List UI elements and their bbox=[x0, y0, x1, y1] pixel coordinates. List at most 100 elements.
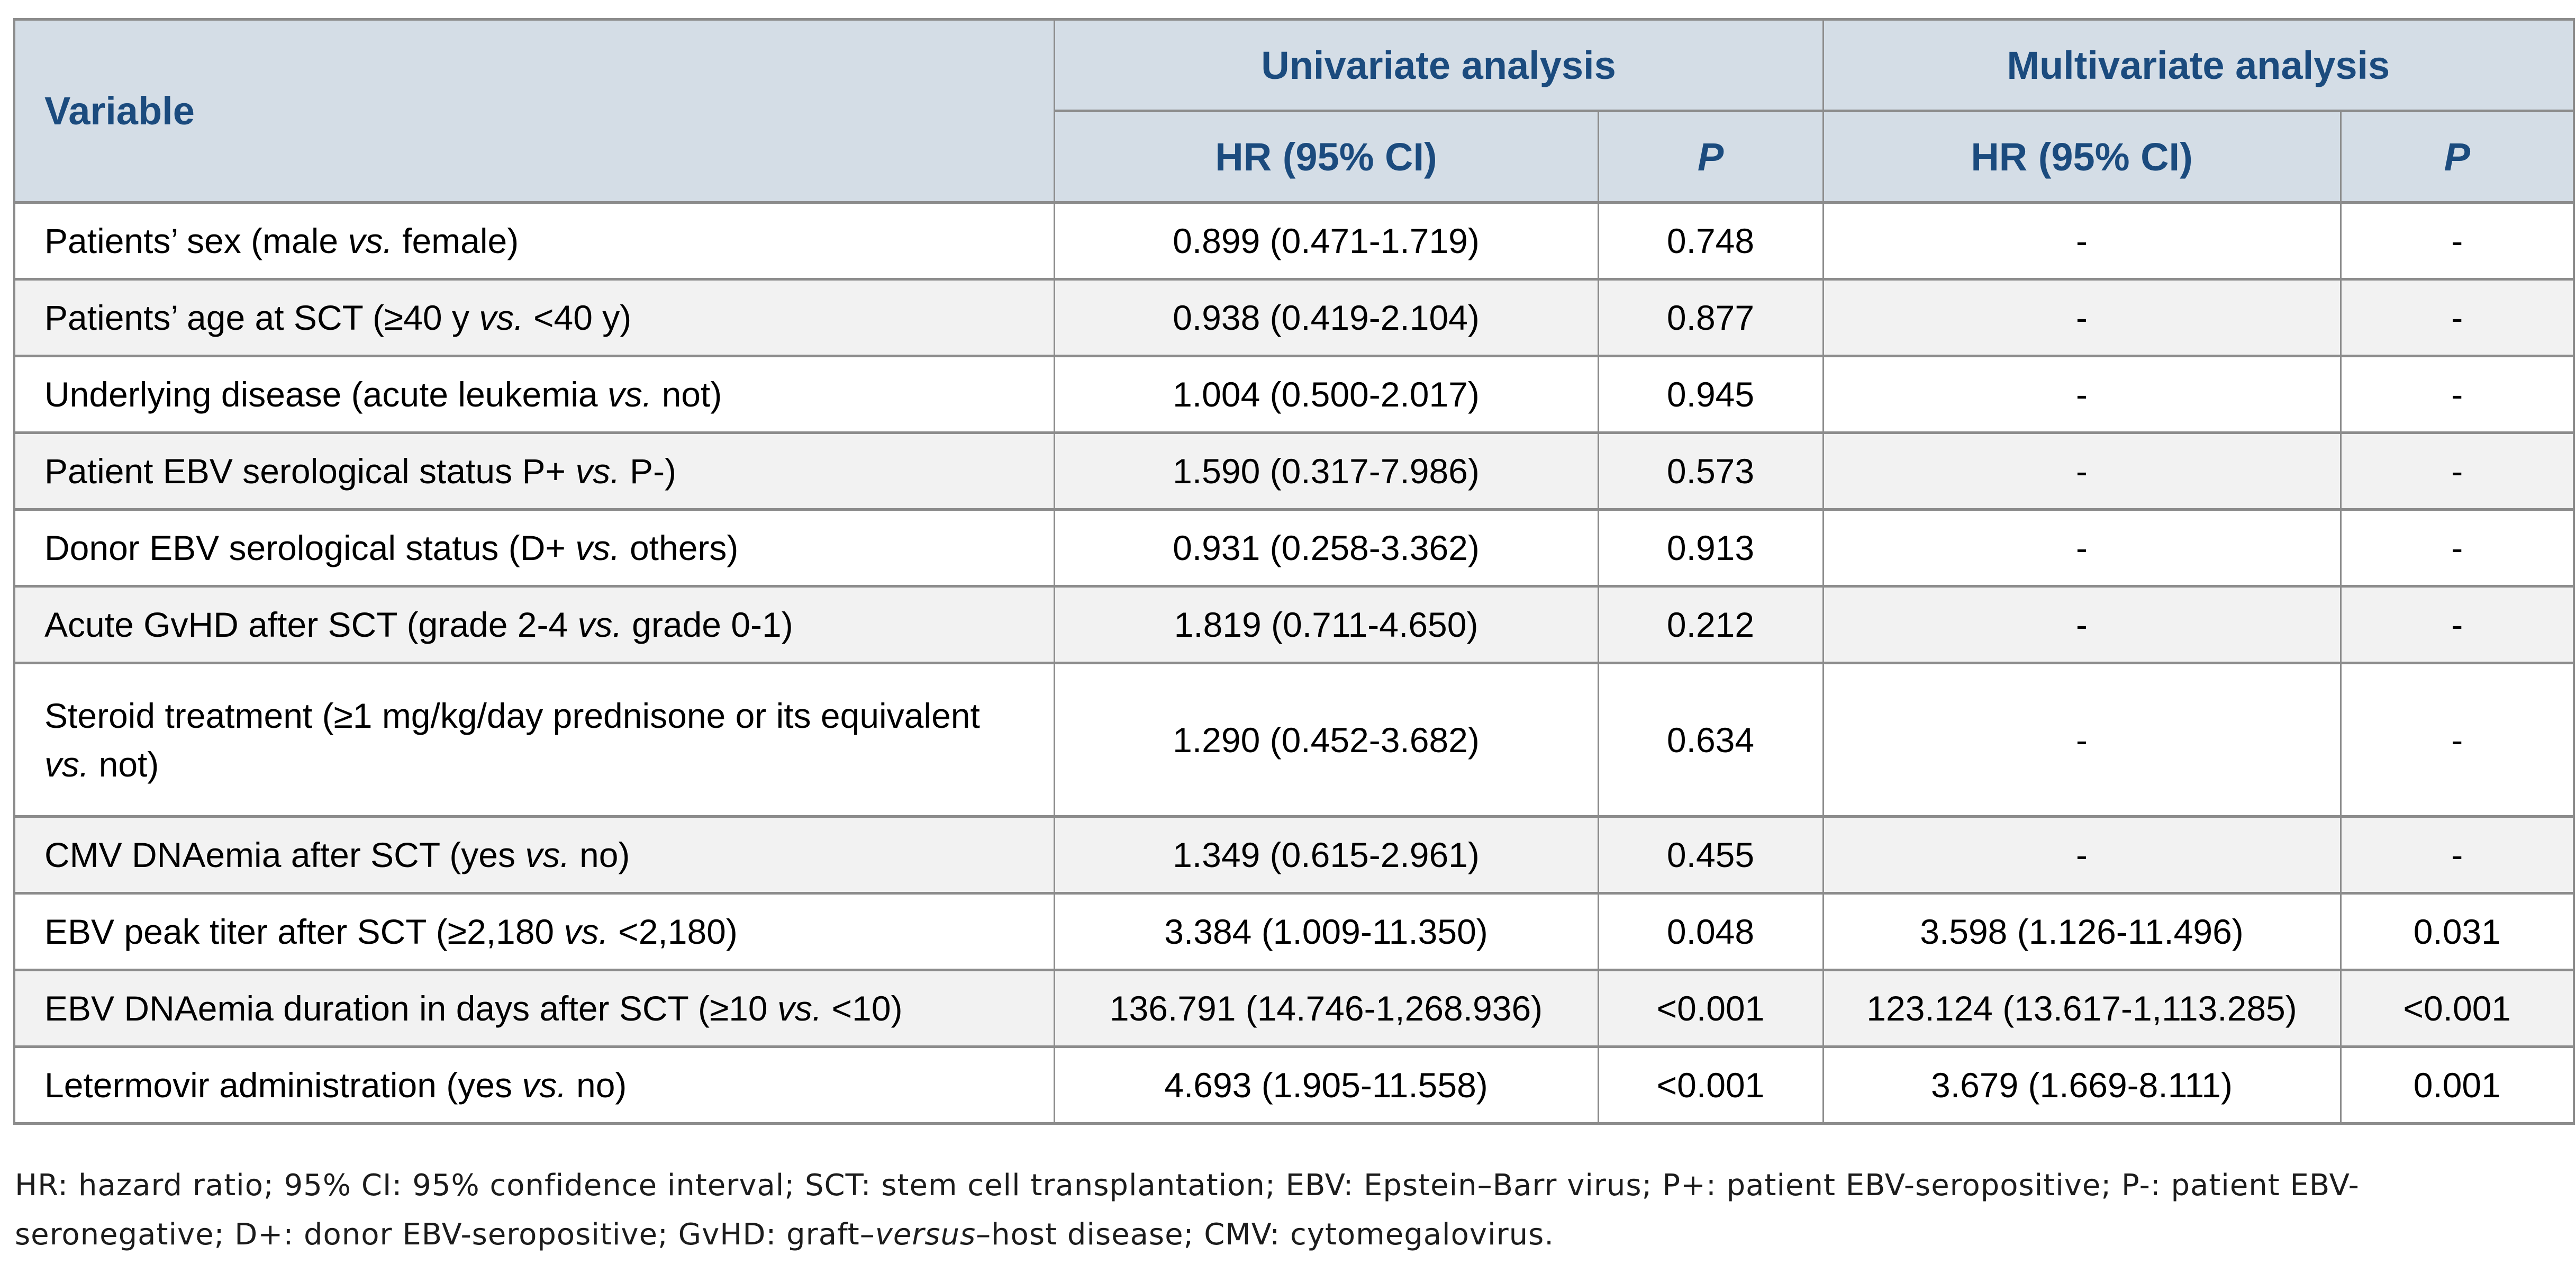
variable-cell: Donor EBV serological status (D+ vs. oth… bbox=[13, 508, 1055, 588]
variable-text: Patients’ sex (male bbox=[44, 221, 348, 260]
uni-p-cell: 0.048 bbox=[1597, 892, 1824, 971]
uni-p-cell: 0.877 bbox=[1597, 278, 1824, 357]
column-header-variable: Variable bbox=[13, 18, 1055, 204]
variable-text: <2,180) bbox=[608, 912, 738, 951]
multi-p-cell: 0.001 bbox=[2339, 1045, 2575, 1125]
uni-hr-cell: 4.693 (1.905-11.558) bbox=[1053, 1045, 1599, 1125]
multi-hr-cell: - bbox=[1822, 431, 2342, 511]
variable-text: female) bbox=[392, 221, 519, 260]
variable-text: Patient EBV serological status P+ bbox=[44, 452, 576, 491]
variable-text: no) bbox=[569, 835, 630, 874]
table-row: Patients’ age at SCT (≥40 y vs. <40 y) 0… bbox=[13, 278, 2575, 357]
multi-hr-cell: - bbox=[1822, 508, 2342, 588]
multi-p-cell: - bbox=[2339, 508, 2575, 588]
table-header: Variable Univariate analysis Multivariat… bbox=[13, 18, 2575, 204]
multi-hr-cell: - bbox=[1822, 662, 2342, 818]
variable-cell: EBV DNAemia duration in days after SCT (… bbox=[13, 969, 1055, 1048]
variable-cell: Patient EBV serological status P+ vs. P-… bbox=[13, 431, 1055, 511]
multi-hr-cell: - bbox=[1822, 815, 2342, 895]
variable-text: others) bbox=[620, 528, 739, 567]
uni-hr-cell: 1.004 (0.500-2.017) bbox=[1053, 355, 1599, 434]
variable-text: <10) bbox=[822, 989, 903, 1028]
vs-text: vs. bbox=[564, 912, 609, 951]
variable-text: Patients’ age at SCT (≥40 y bbox=[44, 298, 479, 337]
vs-text: vs. bbox=[479, 298, 524, 337]
multi-hr-cell: - bbox=[1822, 585, 2342, 664]
variable-cell: Patients’ sex (male vs. female) bbox=[13, 201, 1055, 281]
multi-p-cell: 0.031 bbox=[2339, 892, 2575, 971]
table-row: Patient EBV serological status P+ vs. P-… bbox=[13, 431, 2575, 511]
multi-hr-cell: - bbox=[1822, 278, 2342, 357]
variable-text: Acute GvHD after SCT (grade 2-4 bbox=[44, 605, 578, 644]
table-row: CMV DNAemia after SCT (yes vs. no) 1.349… bbox=[13, 815, 2575, 895]
variable-text: Steroid treatment (≥1 mg/kg/day predniso… bbox=[44, 696, 980, 735]
column-header-multi-hr: HR (95% CI) bbox=[1822, 110, 2342, 204]
uni-p-cell: 0.212 bbox=[1597, 585, 1824, 664]
vs-text: vs. bbox=[525, 835, 570, 874]
multi-hr-cell: - bbox=[1822, 355, 2342, 434]
variable-text: P-) bbox=[620, 452, 677, 491]
variable-cell: Acute GvHD after SCT (grade 2-4 vs. grad… bbox=[13, 585, 1055, 664]
table-row: Letermovir administration (yes vs. no) 4… bbox=[13, 1045, 2575, 1125]
variable-text: not) bbox=[89, 744, 159, 784]
variable-cell: Letermovir administration (yes vs. no) bbox=[13, 1045, 1055, 1125]
vs-text: vs. bbox=[44, 744, 89, 784]
column-group-univariate: Univariate analysis bbox=[1053, 18, 1824, 112]
variable-cell: Underlying disease (acute leukemia vs. n… bbox=[13, 355, 1055, 434]
vs-text: vs. bbox=[575, 452, 620, 491]
variable-cell: Patients’ age at SCT (≥40 y vs. <40 y) bbox=[13, 278, 1055, 357]
uni-hr-cell: 0.899 (0.471-1.719) bbox=[1053, 201, 1599, 281]
multi-p-cell: - bbox=[2339, 585, 2575, 664]
hazard-ratio-table: Variable Univariate analysis Multivariat… bbox=[13, 18, 2575, 1125]
table-footnote: HR: hazard ratio; 95% CI: 95% confidence… bbox=[15, 1161, 2566, 1259]
variable-cell: CMV DNAemia after SCT (yes vs. no) bbox=[13, 815, 1055, 895]
variable-text: Letermovir administration (yes bbox=[44, 1066, 522, 1105]
table-row: EBV peak titer after SCT (≥2,180 vs. <2,… bbox=[13, 892, 2575, 971]
table-row: Underlying disease (acute leukemia vs. n… bbox=[13, 355, 2575, 434]
table-row: Steroid treatment (≥1 mg/kg/day predniso… bbox=[13, 662, 2575, 818]
header-row-subcolumns: HR (95% CI) P HR (95% CI) P bbox=[14, 110, 2575, 204]
uni-p-cell: <0.001 bbox=[1597, 1045, 1824, 1125]
uni-hr-cell: 136.791 (14.746-1,268.936) bbox=[1053, 969, 1599, 1048]
uni-p-cell: 0.945 bbox=[1597, 355, 1824, 434]
footnote-versus-italic: versus bbox=[875, 1217, 976, 1252]
multi-hr-cell: 3.598 (1.126-11.496) bbox=[1822, 892, 2342, 971]
multi-hr-cell: 3.679 (1.669-8.111) bbox=[1822, 1045, 2342, 1125]
column-header-multi-p: P bbox=[2339, 110, 2575, 204]
variable-text: CMV DNAemia after SCT (yes bbox=[44, 835, 525, 874]
uni-p-cell: 0.634 bbox=[1597, 662, 1824, 818]
column-group-multivariate: Multivariate analysis bbox=[1822, 18, 2575, 112]
variable-text: grade 0-1) bbox=[622, 605, 793, 644]
table-figure: Variable Univariate analysis Multivariat… bbox=[13, 18, 2575, 1259]
multi-hr-cell: 123.124 (13.617-1,113.285) bbox=[1822, 969, 2342, 1048]
column-header-uni-hr: HR (95% CI) bbox=[1053, 110, 1599, 204]
vs-text: vs. bbox=[777, 989, 822, 1028]
header-row-groups: Variable Univariate analysis Multivariat… bbox=[13, 18, 2575, 204]
multi-p-cell: - bbox=[2339, 431, 2575, 511]
footnote-text: –host disease; CMV: cytomegalovirus. bbox=[976, 1217, 1555, 1252]
uni-p-cell: 0.913 bbox=[1597, 508, 1824, 588]
multi-p-cell: - bbox=[2339, 278, 2575, 357]
multi-p-cell: <0.001 bbox=[2339, 969, 2575, 1048]
uni-hr-cell: 1.819 (0.711-4.650) bbox=[1053, 585, 1599, 664]
variable-cell: EBV peak titer after SCT (≥2,180 vs. <2,… bbox=[13, 892, 1055, 971]
multi-hr-cell: - bbox=[1822, 201, 2342, 281]
uni-p-cell: 0.455 bbox=[1597, 815, 1824, 895]
uni-p-cell: 0.573 bbox=[1597, 431, 1824, 511]
multi-p-cell: - bbox=[2339, 355, 2575, 434]
variable-text: <40 y) bbox=[523, 298, 632, 337]
multi-p-cell: - bbox=[2339, 662, 2575, 818]
variable-text: Underlying disease (acute leukemia bbox=[44, 375, 607, 414]
uni-hr-cell: 3.384 (1.009-11.350) bbox=[1053, 892, 1599, 971]
vs-text: vs. bbox=[577, 605, 622, 644]
table-row: Patients’ sex (male vs. female) 0.899 (0… bbox=[13, 201, 2575, 281]
vs-text: vs. bbox=[575, 528, 620, 567]
uni-hr-cell: 1.590 (0.317-7.986) bbox=[1053, 431, 1599, 511]
variable-cell: Steroid treatment (≥1 mg/kg/day predniso… bbox=[13, 662, 1055, 818]
variable-text: EBV peak titer after SCT (≥2,180 bbox=[44, 912, 564, 951]
uni-p-cell: 0.748 bbox=[1597, 201, 1824, 281]
vs-text: vs. bbox=[522, 1066, 567, 1105]
vs-text: vs. bbox=[348, 221, 393, 260]
table-row: Acute GvHD after SCT (grade 2-4 vs. grad… bbox=[13, 585, 2575, 664]
uni-hr-cell: 1.349 (0.615-2.961) bbox=[1053, 815, 1599, 895]
